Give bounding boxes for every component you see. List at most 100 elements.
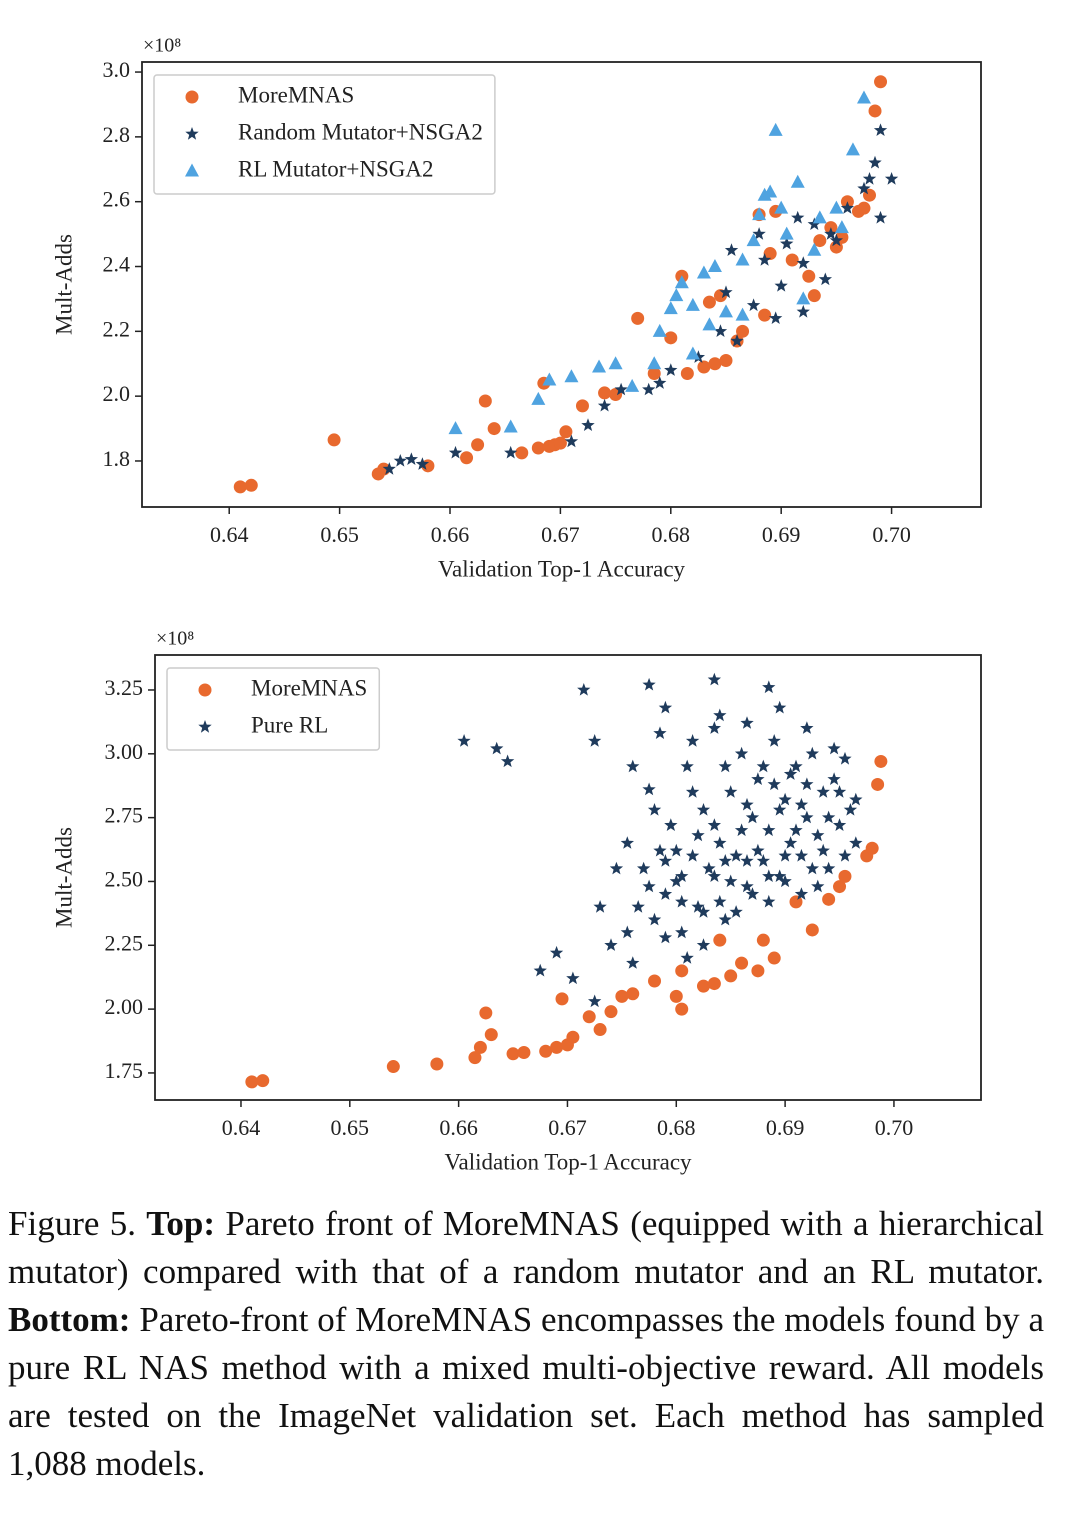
caption-top-label: Top:	[146, 1204, 216, 1243]
marker-circle	[198, 683, 212, 697]
marker-star	[838, 848, 852, 862]
marker-star	[647, 803, 662, 816]
marker-star	[642, 782, 656, 796]
marker-star	[783, 767, 798, 780]
marker-star	[762, 869, 776, 882]
marker-star	[609, 861, 624, 875]
marker-star	[778, 848, 792, 862]
marker-circle	[604, 1005, 618, 1019]
y-axis-label: Mult-Adds	[51, 234, 76, 335]
marker-star	[642, 382, 656, 396]
marker-circle	[707, 977, 721, 991]
caption-bottom-label: Bottom:	[8, 1300, 131, 1339]
marker-circle	[838, 869, 852, 883]
marker-triangle	[608, 356, 623, 370]
marker-star	[724, 243, 739, 256]
marker-circle	[487, 422, 501, 436]
y-tick-label: 2.25	[105, 930, 144, 955]
marker-circle	[479, 1006, 493, 1020]
caption-label: Figure 5.	[8, 1204, 136, 1243]
marker-star	[604, 938, 618, 951]
marker-star	[816, 843, 830, 857]
marker-star	[642, 677, 656, 691]
marker-triangle	[779, 226, 794, 240]
x-tick-label: 0.64	[222, 1115, 261, 1140]
marker-circle	[669, 989, 683, 1003]
marker-star	[685, 734, 700, 747]
marker-star	[868, 155, 882, 169]
marker-star	[740, 716, 754, 729]
marker-star	[762, 823, 776, 837]
marker-star	[597, 398, 612, 412]
marker-circle	[559, 425, 573, 439]
legend-label: Random Mutator+NSGA2	[238, 119, 483, 144]
marker-triangle	[647, 356, 662, 370]
marker-star	[800, 810, 814, 824]
marker-circle	[386, 1060, 400, 1074]
marker-circle	[245, 1075, 259, 1089]
marker-star	[796, 304, 810, 318]
marker-star	[832, 785, 847, 798]
marker-star	[664, 363, 678, 376]
x-tick-label: 0.66	[431, 522, 470, 547]
marker-triangle	[845, 142, 860, 156]
marker-triangle	[812, 210, 827, 224]
marker-triangle	[185, 163, 199, 177]
marker-star	[840, 201, 855, 214]
marker-triangle	[763, 184, 778, 198]
y-tick-label: 1.8	[103, 446, 131, 471]
marker-star	[637, 861, 651, 875]
marker-circle	[327, 433, 341, 447]
marker-star	[588, 734, 602, 747]
marker-star	[832, 818, 847, 831]
marker-star	[631, 900, 645, 913]
marker-star	[794, 887, 809, 900]
marker-star	[696, 803, 711, 816]
marker-circle	[517, 1046, 531, 1060]
marker-star	[713, 324, 728, 337]
marker-star	[653, 726, 667, 739]
marker-triangle	[685, 297, 700, 311]
marker-circle	[471, 438, 485, 452]
marker-circle	[615, 989, 629, 1003]
marker-star	[658, 887, 673, 900]
marker-circle	[857, 201, 871, 215]
marker-star	[707, 721, 721, 734]
marker-star	[653, 376, 667, 389]
marker-star	[500, 754, 515, 768]
marker-star	[664, 818, 678, 831]
marker-star	[756, 854, 770, 867]
marker-circle	[531, 441, 545, 455]
marker-circle	[763, 247, 777, 261]
marker-star	[675, 925, 689, 939]
legend-label: RL Mutator+NSGA2	[238, 156, 433, 181]
marker-circle	[724, 969, 738, 983]
marker-star	[719, 285, 733, 299]
marker-star	[805, 746, 819, 760]
marker-circle	[822, 892, 836, 906]
marker-star	[734, 746, 749, 760]
marker-star	[745, 887, 760, 900]
y-tick-label: 2.4	[103, 252, 131, 277]
marker-star	[734, 823, 749, 837]
marker-star	[794, 797, 809, 811]
marker-star	[873, 210, 888, 224]
marker-circle	[460, 451, 474, 465]
marker-star	[862, 172, 877, 185]
marker-triangle	[503, 419, 518, 433]
marker-star	[824, 227, 838, 240]
marker-star	[581, 418, 595, 431]
legend-box	[153, 74, 496, 195]
y-multiplier: ×10⁸	[156, 628, 194, 650]
marker-star	[857, 181, 871, 195]
marker-star	[713, 708, 727, 722]
marker-triangle	[669, 288, 684, 302]
marker-star	[791, 210, 805, 224]
marker-circle	[647, 366, 661, 380]
marker-star	[685, 785, 700, 798]
marker-circle	[244, 478, 258, 492]
marker-circle	[807, 289, 821, 303]
marker-circle	[233, 480, 247, 494]
marker-circle	[256, 1074, 270, 1088]
